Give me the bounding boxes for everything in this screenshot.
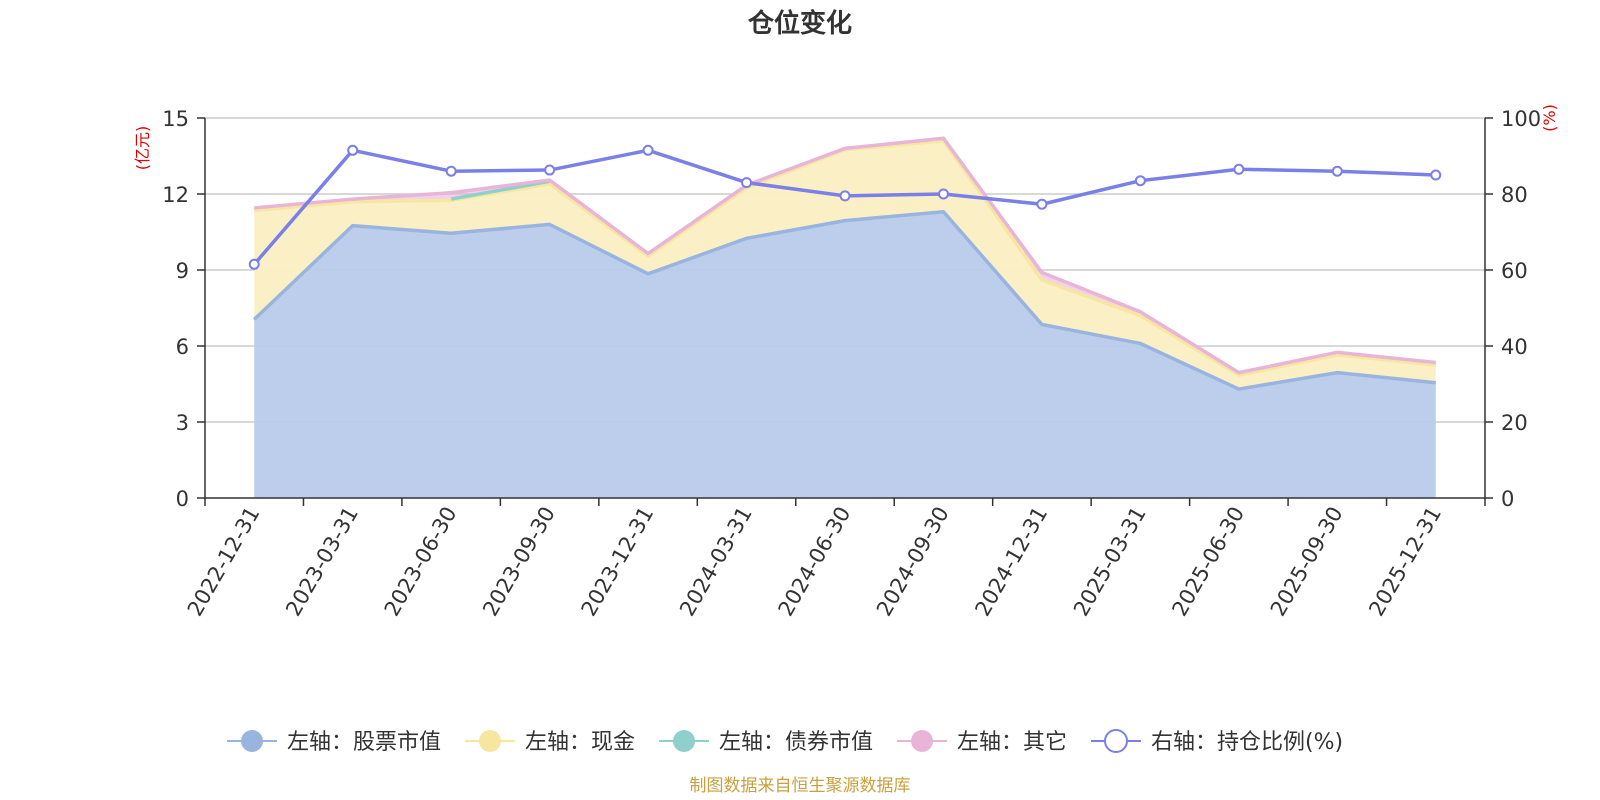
right-tick-label: 0 [1501,487,1514,511]
x-tick-label: 2025-03-31 [1069,503,1151,621]
legend-marker-cash [479,730,501,752]
x-tick-label: 2023-03-31 [281,503,363,621]
ratio-point [1331,165,1343,177]
x-tick-label: 2022-12-31 [183,503,265,621]
data-source-note: 制图数据来自恒生聚源数据库 [690,776,911,796]
right-tick-label: 20 [1501,411,1528,435]
x-tick-label: 2025-09-30 [1266,503,1348,621]
right-tick-label: 100 [1501,107,1541,131]
left-tick-label: 3 [176,411,189,435]
right-tick-label: 80 [1501,183,1528,207]
left-tick-label: 15 [162,107,189,131]
left-axis-unit: (亿元) [133,126,152,171]
ratio-point [544,164,556,176]
x-tick-label: 2023-09-30 [478,503,560,621]
stock-line [253,209,1436,391]
ratio-point [445,165,457,177]
other-line [254,136,1436,375]
ratio-point [1430,169,1442,181]
left-tick-label: 12 [162,183,189,207]
ratio-point [347,144,359,156]
cash-area [254,140,1436,390]
x-tick-label: 2025-12-31 [1364,503,1446,621]
x-tick-label: 2024-06-30 [774,503,856,621]
x-tick-label: 2024-12-31 [970,503,1052,621]
right-tick-label: 40 [1501,335,1528,359]
legend: 左轴：股票市值 左轴：现金 左轴：债券市值 左轴：其它 右轴：持仓比例(%) [227,729,1343,755]
legend-label-stock: 左轴：股票市值 [287,730,441,755]
left-tick-label: 6 [176,335,189,359]
ratio-point [248,258,260,270]
legend-marker-ratio [1104,729,1128,753]
left-tick-label: 0 [176,487,189,511]
stock-area [254,211,1436,498]
ratio-point [937,188,949,200]
series-lines [248,136,1442,391]
legend-label-ratio: 右轴：持仓比例(%) [1151,730,1343,755]
ratio-point [1233,163,1245,175]
x-tick-label: 2023-12-31 [577,503,659,621]
bond-line [450,179,550,201]
ratio-point [642,144,654,156]
right-tick-label: 60 [1501,259,1528,283]
x-tick-label: 2023-06-30 [380,502,462,620]
right-axis-unit: (%) [1540,104,1559,132]
x-tick-label: 2024-03-31 [675,503,757,621]
legend-label-cash: 左轴：现金 [525,730,635,755]
ratio-point [741,177,753,189]
legend-label-other: 左轴：其它 [957,730,1067,755]
ratio-point [839,190,851,202]
legend-marker-bond [673,730,695,752]
legend-marker-other [911,730,933,752]
legend-label-bond: 左轴：债券市值 [719,730,873,755]
x-tick-label: 2025-06-30 [1167,503,1249,621]
ratio-point [1036,198,1048,210]
ratio-point [1134,175,1146,187]
chart-title: 仓位变化 [747,8,852,39]
left-tick-label: 9 [176,259,189,283]
stacked-areas [254,138,1436,498]
x-tick-label: 2024-09-30 [872,503,954,621]
legend-marker-stock [241,730,263,752]
